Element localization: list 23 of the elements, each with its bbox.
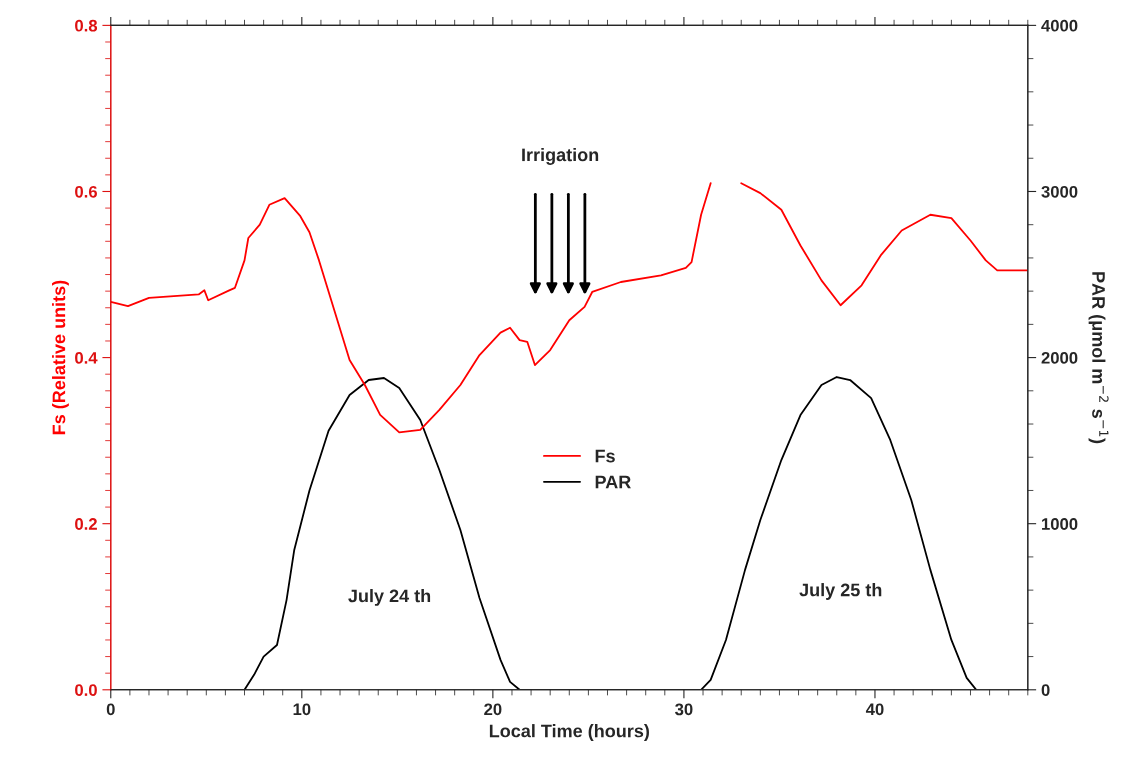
y-tick-label: 0.8 [75, 19, 98, 32]
x-tick-label: 10 [293, 703, 311, 716]
x-tick-label: 20 [484, 703, 502, 716]
x-axis-title: Local Time (hours) [489, 724, 649, 741]
x-tick-label: 30 [675, 703, 693, 716]
y-tick-label: 0.6 [75, 185, 97, 198]
legend-label: Fs [595, 449, 615, 463]
y-tick-label: 0.4 [75, 351, 98, 364]
y2-tick-label: 3000 [1041, 185, 1078, 198]
y2-tick-label: 4000 [1041, 19, 1078, 32]
y-tick-label: 0.2 [75, 518, 97, 530]
annotation: July 25 th [799, 583, 882, 600]
x-tick-label: 40 [865, 703, 884, 716]
x-tick-label: 0 [106, 703, 115, 716]
y-axis-title: Fs (Relative units) [52, 280, 69, 435]
y2-tick-label: 0 [1041, 684, 1050, 696]
legend-label: PAR [595, 475, 631, 489]
y2-tick-label: 2000 [1041, 351, 1078, 364]
y2-axis-title: PAR (μmol m$^{−2}$ s$^{−1}$) [1088, 272, 1109, 444]
annotation: Irrigation [522, 147, 599, 165]
y2-tick-label: 1000 [1042, 518, 1078, 530]
annotation: July 24 th [348, 589, 431, 606]
y-tick-label: 0.0 [75, 684, 97, 696]
